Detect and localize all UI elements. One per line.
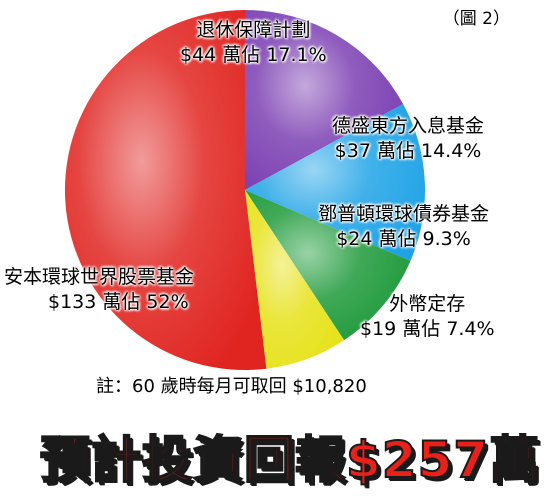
slice-value: $37 萬佔 14.4% bbox=[334, 140, 482, 162]
pie-slice-0 bbox=[64, 9, 267, 370]
slice-label-bond-fund: 鄧普頓環球債券基金 $24 萬佔 9.3% bbox=[318, 202, 489, 252]
slice-name: 德盛東方入息基金 bbox=[332, 115, 485, 137]
headline-projected-return: 預計投資回報$257萬 bbox=[39, 430, 541, 490]
slice-label-equity-fund: 安本環球世界股票基金 $133 萬佔 52% bbox=[4, 265, 194, 315]
slice-label-fx-deposit: 外幣定存 $19 萬佔 7.4% bbox=[360, 292, 495, 342]
slice-label-income-fund: 德盛東方入息基金 $37 萬佔 14.4% bbox=[332, 114, 484, 164]
slice-name: 鄧普頓環球債券基金 bbox=[318, 203, 490, 225]
pie-slices bbox=[64, 9, 425, 370]
slice-name: 退休保障計劃 bbox=[196, 19, 311, 41]
pie-slice-4 bbox=[245, 190, 345, 369]
slice-name: 外幣定存 bbox=[389, 293, 466, 315]
figure-number-label: （圖 2） bbox=[442, 9, 510, 29]
slice-value: $44 萬佔 17.1% bbox=[180, 44, 327, 66]
slice-name: 安本環球世界股票基金 bbox=[4, 266, 195, 288]
pie-slice-1 bbox=[245, 10, 404, 190]
slice-value: $24 萬佔 9.3% bbox=[336, 228, 471, 250]
slice-label-retirement-plan: 退休保障計劃 $44 萬佔 17.1% bbox=[180, 18, 327, 68]
footnote: 註：60 歲時每月可取回 $10,820 bbox=[96, 376, 367, 397]
slice-value: $133 萬佔 52% bbox=[48, 291, 189, 313]
pie-slice-3 bbox=[245, 190, 411, 341]
pie-slice-2 bbox=[245, 103, 425, 261]
slice-value: $19 萬佔 7.4% bbox=[360, 318, 495, 340]
